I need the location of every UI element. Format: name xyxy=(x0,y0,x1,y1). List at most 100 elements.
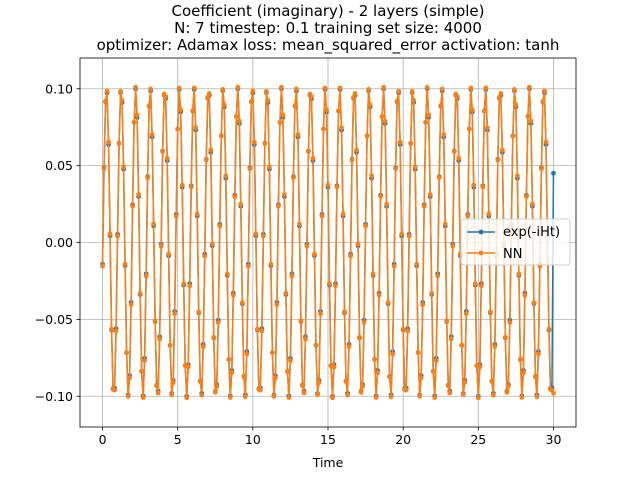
data-point-nn xyxy=(327,281,332,287)
data-point-nn xyxy=(376,292,382,298)
data-point-nn xyxy=(354,147,359,153)
data-point-nn xyxy=(205,94,211,100)
data-point-nn xyxy=(349,157,355,163)
data-point-nn xyxy=(116,141,122,147)
data-point-nn xyxy=(136,192,142,197)
data-point-nn xyxy=(107,231,113,237)
data-point-nn xyxy=(139,369,145,374)
data-point-nn xyxy=(399,231,405,237)
data-point-nn xyxy=(489,379,495,385)
data-point-nn xyxy=(408,141,414,147)
data-point-nn xyxy=(487,309,493,315)
data-point-nn xyxy=(224,271,230,277)
data-point-nn xyxy=(417,393,423,399)
data-point-nn xyxy=(360,384,365,389)
data-point-nn xyxy=(152,318,158,324)
data-point-nn xyxy=(274,302,280,308)
data-point-nn xyxy=(405,328,411,334)
data-point-nn xyxy=(411,97,417,103)
x-tick-label: 5 xyxy=(174,432,182,447)
data-point-nn xyxy=(142,358,148,364)
data-point-nn xyxy=(134,112,140,118)
data-point-nn xyxy=(269,350,275,355)
data-point-nn xyxy=(396,88,402,94)
data-point-nn xyxy=(239,300,245,306)
data-point-nn xyxy=(534,394,540,400)
data-point-nn xyxy=(536,351,541,357)
data-point-nn xyxy=(227,394,233,400)
data-point-nn xyxy=(337,85,343,91)
data-point-nn xyxy=(245,263,251,269)
data-point-nn xyxy=(330,395,335,401)
data-point-nn xyxy=(286,395,292,400)
data-point-nn xyxy=(193,125,199,131)
data-point-nn xyxy=(170,380,176,385)
data-point-nn xyxy=(294,86,299,92)
legend: exp(-iHt) NN xyxy=(460,218,571,266)
data-point-nn xyxy=(427,192,433,197)
data-point-nn xyxy=(373,394,379,400)
legend-marker-nn xyxy=(478,250,484,256)
data-point-nn xyxy=(291,175,296,181)
data-point-nn xyxy=(271,393,277,399)
data-point-nn xyxy=(321,126,326,132)
data-point-nn xyxy=(187,283,193,289)
data-point-nn xyxy=(124,350,129,355)
data-point-nn xyxy=(241,374,247,380)
data-point-nn xyxy=(272,375,278,381)
data-point-nn xyxy=(259,328,265,334)
data-point-nn xyxy=(236,118,242,124)
data-point-nn xyxy=(251,139,257,145)
data-point-nn xyxy=(155,390,161,396)
data-point-nn xyxy=(230,292,236,298)
data-point-nn xyxy=(364,133,370,139)
data-point-nn xyxy=(448,336,454,342)
data-point-nn xyxy=(340,211,346,217)
data-point-nn xyxy=(346,344,352,350)
data-point-nn xyxy=(433,358,439,364)
data-point-nn xyxy=(483,85,489,91)
data-point-nn xyxy=(382,118,388,124)
data-point-nn xyxy=(527,84,532,90)
y-tick-label: −0.05 xyxy=(35,312,73,327)
y-tick-label: −0.10 xyxy=(35,389,73,404)
y-tick-label: 0.10 xyxy=(45,81,73,96)
chart-title-line-1: Coefficient (imaginary) - 2 layers (simp… xyxy=(172,2,485,20)
data-point-nn xyxy=(439,86,445,92)
data-point-nn xyxy=(145,175,151,181)
data-point-nn xyxy=(122,261,128,267)
data-point-nn xyxy=(218,133,224,139)
data-point-nn xyxy=(366,87,371,92)
data-point-nn xyxy=(137,290,143,296)
data-point-nn xyxy=(495,157,501,163)
data-point-nn xyxy=(208,147,214,153)
data-point-nn xyxy=(522,292,528,298)
data-point-nn xyxy=(325,182,331,188)
data-point-nn xyxy=(288,358,293,364)
data-point-nn xyxy=(283,290,289,296)
data-point-nn xyxy=(345,392,350,398)
data-point-nn xyxy=(406,233,412,239)
data-point-nn xyxy=(357,334,362,340)
data-point-nn xyxy=(167,342,173,348)
data-point-nn xyxy=(248,98,254,104)
data-point-nn xyxy=(517,356,523,362)
data-point-nn xyxy=(310,155,316,161)
data-point-nn xyxy=(444,318,450,324)
data-point-nn xyxy=(514,173,520,179)
data-point-nn xyxy=(513,102,519,108)
data-point-nn xyxy=(158,243,164,249)
ticks: 0 5 10 15 20 25 30 −0.10 −0.05 0.00 0.05 0.10 xyxy=(35,81,562,447)
series-nn xyxy=(100,84,556,401)
data-point-nn xyxy=(375,370,380,376)
data-point-nn xyxy=(478,283,484,289)
data-point-nn xyxy=(336,108,341,114)
data-point-nn xyxy=(253,231,259,237)
data-point-nn xyxy=(200,344,206,350)
data-point-nn xyxy=(276,203,281,209)
data-point-nn xyxy=(333,283,338,289)
x-tick-label: 15 xyxy=(320,432,336,447)
data-point-nn xyxy=(502,334,508,340)
data-point-nn xyxy=(115,233,120,239)
data-point-nn xyxy=(367,102,373,108)
